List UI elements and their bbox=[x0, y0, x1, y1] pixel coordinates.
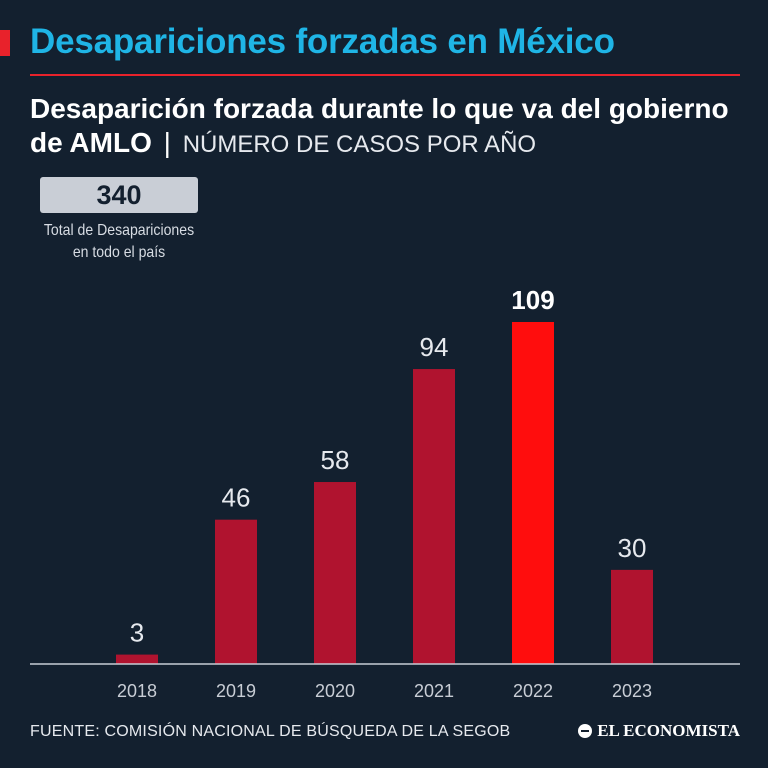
main-title: Desapariciones forzadas en México bbox=[30, 22, 615, 61]
bar-2023 bbox=[611, 569, 653, 664]
bar-2022 bbox=[512, 322, 554, 664]
value-label-2022: 109 bbox=[511, 285, 554, 315]
title-divider bbox=[30, 74, 740, 76]
source-note: FUENTE: COMISIÓN NACIONAL DE BÚSQUEDA DE… bbox=[30, 723, 511, 740]
publisher-name: EL ECONOMISTA bbox=[597, 721, 740, 740]
value-label-2021: 94 bbox=[420, 332, 449, 362]
value-label-2019: 46 bbox=[222, 483, 251, 513]
x-tick-label-2022: 2022 bbox=[513, 681, 553, 701]
x-tick-label-2020: 2020 bbox=[315, 681, 355, 701]
bar-2019 bbox=[215, 519, 257, 664]
total-value-badge: 340 bbox=[40, 177, 198, 213]
publisher-logo: EL ECONOMISTA bbox=[578, 721, 740, 741]
value-label-2018: 3 bbox=[130, 618, 144, 648]
value-label-2023: 30 bbox=[618, 533, 647, 563]
x-tick-label-2023: 2023 bbox=[612, 681, 652, 701]
x-tick-label-2019: 2019 bbox=[216, 681, 256, 701]
bar-2020 bbox=[314, 482, 356, 664]
chart-subtitle: Desaparición forzada durante lo que va d… bbox=[30, 92, 750, 162]
bar-2021 bbox=[413, 369, 455, 664]
title-accent-block bbox=[0, 30, 10, 56]
publisher-mark-icon bbox=[578, 724, 593, 738]
bar-2018 bbox=[116, 654, 158, 664]
x-tick-label-2021: 2021 bbox=[414, 681, 454, 701]
subtitle-separator: | bbox=[163, 127, 171, 158]
subtitle-unit-text: NÚMERO DE CASOS POR AÑO bbox=[182, 131, 537, 158]
subtitle-bold-text: Desaparición forzada durante lo que va d… bbox=[30, 93, 729, 158]
x-tick-label-2018: 2018 bbox=[117, 681, 157, 701]
total-value-label: Total de Desapariciones en todo el país bbox=[43, 222, 195, 261]
value-label-2020: 58 bbox=[321, 445, 350, 475]
